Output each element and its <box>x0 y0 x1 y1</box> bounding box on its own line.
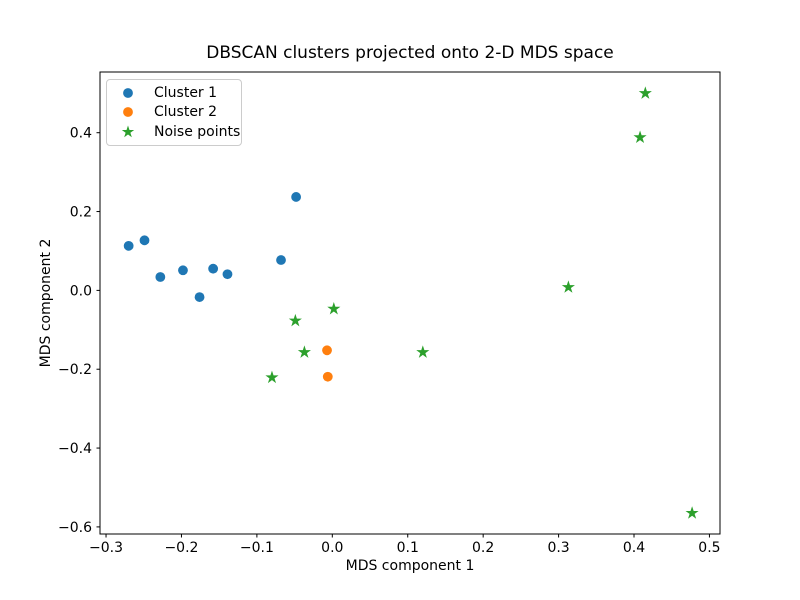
y-axis-label: MDS component 2 <box>38 238 54 368</box>
data-point-cluster-1 <box>208 263 219 274</box>
data-point-cluster-1 <box>291 192 302 202</box>
data-point-noise-points <box>416 345 430 358</box>
circle-marker-icon <box>113 85 143 101</box>
legend-item-noise-points: Noise points <box>107 122 241 142</box>
data-point-cluster-1 <box>178 265 188 276</box>
legend-label: Noise points <box>154 123 241 140</box>
data-point-noise-points <box>288 313 302 327</box>
y-tick-label: 0.2 <box>70 205 92 221</box>
data-point-cluster-1 <box>194 292 205 302</box>
data-point-noise-points <box>327 302 341 315</box>
x-tick-label: −0.1 <box>240 540 274 556</box>
legend-label: Cluster 2 <box>154 104 218 121</box>
y-tick-label: −0.6 <box>58 520 92 536</box>
legend-label: Cluster 1 <box>154 84 218 101</box>
star-marker-icon <box>113 124 143 140</box>
x-tick-label: 0.1 <box>397 540 419 556</box>
x-axis-label: MDS component 1 <box>345 558 475 574</box>
data-point-cluster-1 <box>123 240 134 251</box>
data-point-cluster-1 <box>222 269 233 280</box>
data-point-cluster-1 <box>139 235 150 246</box>
y-tick-label: 0.4 <box>70 126 92 142</box>
circle-marker-icon <box>113 104 143 120</box>
data-point-noise-points <box>685 506 699 519</box>
data-point-noise-points <box>297 345 311 358</box>
data-point-noise-points <box>265 370 279 384</box>
data-point-noise-points <box>638 86 652 99</box>
data-point-noise-points <box>633 130 647 144</box>
legend: Cluster 1 Cluster 2 Noise points <box>106 79 242 146</box>
y-tick-label: −0.4 <box>58 441 92 457</box>
chart-title: DBSCAN clusters projected onto 2-D MDS s… <box>206 43 614 63</box>
x-tick-label: 0.2 <box>472 540 494 556</box>
data-point-cluster-2 <box>322 345 332 356</box>
legend-item-cluster-1: Cluster 1 <box>107 83 241 103</box>
x-tick-label: −0.2 <box>164 540 198 556</box>
data-point-noise-points <box>561 280 575 293</box>
x-tick-label: 0.4 <box>623 540 645 556</box>
x-tick-label: 0.3 <box>547 540 569 556</box>
x-tick-label: −0.3 <box>89 540 123 556</box>
x-tick-label: 0.5 <box>698 540 720 556</box>
data-point-cluster-2 <box>322 371 333 382</box>
x-tick-label: 0.0 <box>321 540 343 556</box>
y-tick-label: −0.2 <box>58 362 92 378</box>
y-tick-label: 0.0 <box>70 283 92 299</box>
data-point-cluster-1 <box>155 272 166 282</box>
legend-item-cluster-2: Cluster 2 <box>107 103 241 123</box>
plot-border <box>99 71 721 535</box>
data-point-cluster-1 <box>276 255 286 265</box>
